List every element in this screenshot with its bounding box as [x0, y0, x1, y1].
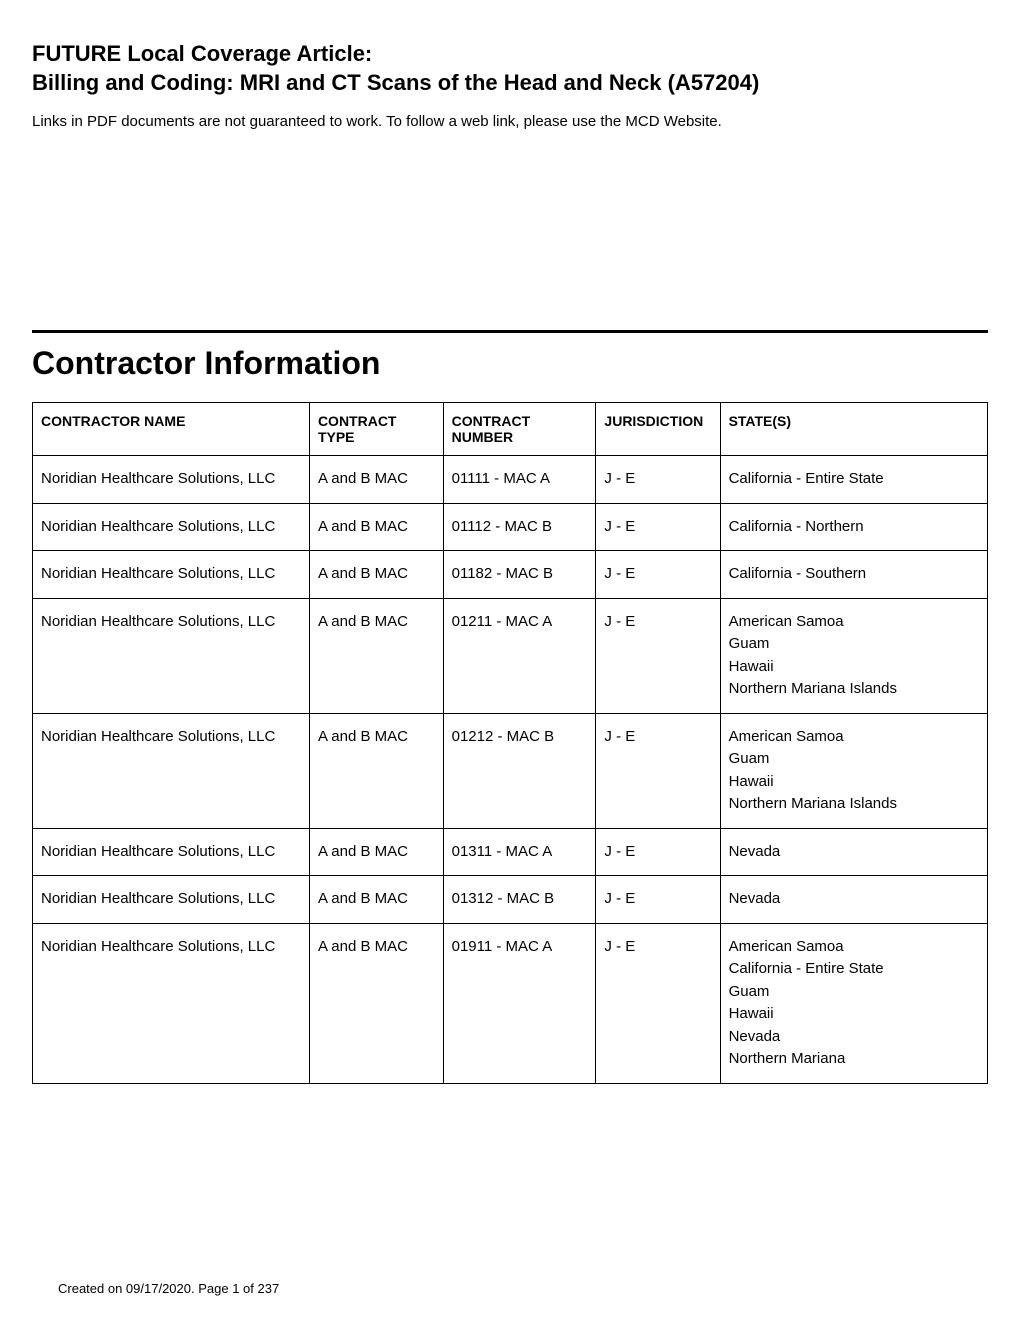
cell-states: Nevada: [720, 876, 987, 924]
cell-contract-type: A and B MAC: [309, 598, 443, 713]
state-item: Nevada: [729, 888, 979, 911]
cell-jurisdiction: J - E: [596, 713, 720, 828]
cell-contractor-name: Noridian Healthcare Solutions, LLC: [33, 923, 310, 1083]
cell-jurisdiction: J - E: [596, 456, 720, 504]
page-title: FUTURE Local Coverage Article: Billing a…: [32, 40, 988, 97]
cell-jurisdiction: J - E: [596, 551, 720, 599]
cell-states: American SamoaGuamHawaiiNorthern Mariana…: [720, 713, 987, 828]
cell-states: California - Southern: [720, 551, 987, 599]
cell-contractor-name: Noridian Healthcare Solutions, LLC: [33, 713, 310, 828]
state-item: Guam: [729, 748, 979, 771]
cell-contractor-name: Noridian Healthcare Solutions, LLC: [33, 876, 310, 924]
state-item: Northern Mariana: [729, 1048, 979, 1071]
cell-jurisdiction: J - E: [596, 503, 720, 551]
table-row: Noridian Healthcare Solutions, LLCA and …: [33, 598, 988, 713]
cell-contract-number: 01311 - MAC A: [443, 828, 596, 876]
state-item: Hawaii: [729, 1003, 979, 1026]
cell-contract-number: 01312 - MAC B: [443, 876, 596, 924]
table-row: Noridian Healthcare Solutions, LLCA and …: [33, 551, 988, 599]
cell-states: Nevada: [720, 828, 987, 876]
cell-contract-number: 01112 - MAC B: [443, 503, 596, 551]
table-body: Noridian Healthcare Solutions, LLCA and …: [33, 456, 988, 1084]
state-item: Nevada: [729, 841, 979, 864]
table-row: Noridian Healthcare Solutions, LLCA and …: [33, 456, 988, 504]
cell-contract-number: 01911 - MAC A: [443, 923, 596, 1083]
state-item: American Samoa: [729, 726, 979, 749]
state-item: California - Entire State: [729, 468, 979, 491]
cell-contractor-name: Noridian Healthcare Solutions, LLC: [33, 598, 310, 713]
table-header-row: CONTRACTOR NAME CONTRACT TYPE CONTRACT N…: [33, 403, 988, 456]
cell-contract-type: A and B MAC: [309, 923, 443, 1083]
state-item: American Samoa: [729, 936, 979, 959]
cell-contractor-name: Noridian Healthcare Solutions, LLC: [33, 551, 310, 599]
cell-jurisdiction: J - E: [596, 828, 720, 876]
section-divider: [32, 330, 988, 333]
cell-states: California - Entire State: [720, 456, 987, 504]
state-item: American Samoa: [729, 611, 979, 634]
state-item: Guam: [729, 633, 979, 656]
contractor-table: CONTRACTOR NAME CONTRACT TYPE CONTRACT N…: [32, 402, 988, 1084]
title-line-2: Billing and Coding: MRI and CT Scans of …: [32, 70, 759, 95]
state-item: Hawaii: [729, 656, 979, 679]
cell-contract-number: 01212 - MAC B: [443, 713, 596, 828]
section-title: Contractor Information: [32, 345, 988, 382]
cell-contract-number: 01211 - MAC A: [443, 598, 596, 713]
table-row: Noridian Healthcare Solutions, LLCA and …: [33, 713, 988, 828]
cell-states: American SamoaGuamHawaiiNorthern Mariana…: [720, 598, 987, 713]
cell-contract-type: A and B MAC: [309, 503, 443, 551]
table-row: Noridian Healthcare Solutions, LLCA and …: [33, 876, 988, 924]
cell-contract-number: 01182 - MAC B: [443, 551, 596, 599]
cell-contract-number: 01111 - MAC A: [443, 456, 596, 504]
cell-contractor-name: Noridian Healthcare Solutions, LLC: [33, 503, 310, 551]
col-header-name: CONTRACTOR NAME: [33, 403, 310, 456]
table-row: Noridian Healthcare Solutions, LLCA and …: [33, 503, 988, 551]
state-item: Hawaii: [729, 771, 979, 794]
cell-contractor-name: Noridian Healthcare Solutions, LLC: [33, 828, 310, 876]
state-item: California - Entire State: [729, 958, 979, 981]
cell-jurisdiction: J - E: [596, 923, 720, 1083]
table-row: Noridian Healthcare Solutions, LLCA and …: [33, 828, 988, 876]
state-item: California - Southern: [729, 563, 979, 586]
col-header-states: STATE(S): [720, 403, 987, 456]
cell-jurisdiction: J - E: [596, 876, 720, 924]
state-item: Nevada: [729, 1026, 979, 1049]
state-item: Northern Mariana Islands: [729, 678, 979, 701]
state-item: Guam: [729, 981, 979, 1004]
col-header-jurisdiction: JURISDICTION: [596, 403, 720, 456]
cell-jurisdiction: J - E: [596, 598, 720, 713]
cell-states: American SamoaCalifornia - Entire StateG…: [720, 923, 987, 1083]
page-footer: Created on 09/17/2020. Page 1 of 237: [58, 1281, 279, 1296]
cell-contractor-name: Noridian Healthcare Solutions, LLC: [33, 456, 310, 504]
state-item: California - Northern: [729, 516, 979, 539]
cell-contract-type: A and B MAC: [309, 713, 443, 828]
col-header-type: CONTRACT TYPE: [309, 403, 443, 456]
header-note: Links in PDF documents are not guarantee…: [32, 113, 988, 130]
cell-states: California - Northern: [720, 503, 987, 551]
cell-contract-type: A and B MAC: [309, 876, 443, 924]
title-line-1: FUTURE Local Coverage Article:: [32, 41, 372, 66]
col-header-number: CONTRACT NUMBER: [443, 403, 596, 456]
cell-contract-type: A and B MAC: [309, 456, 443, 504]
table-row: Noridian Healthcare Solutions, LLCA and …: [33, 923, 988, 1083]
cell-contract-type: A and B MAC: [309, 551, 443, 599]
state-item: Northern Mariana Islands: [729, 793, 979, 816]
cell-contract-type: A and B MAC: [309, 828, 443, 876]
